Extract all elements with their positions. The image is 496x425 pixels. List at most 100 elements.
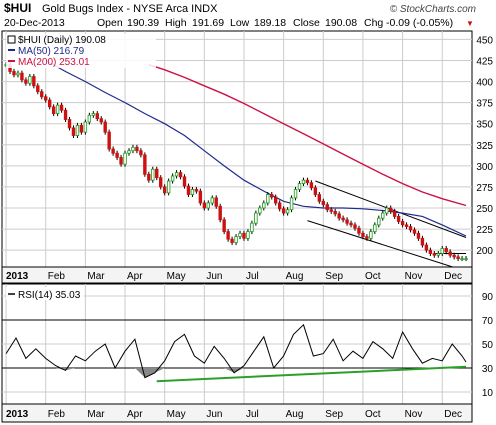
price-bar-body [452, 254, 456, 258]
month-tick: Jul [246, 409, 259, 420]
price-bar-body [67, 119, 72, 129]
price-y-tick: 250 [476, 204, 493, 215]
price-bar-body [234, 236, 238, 243]
rsi-legend: RSI(14) 35.03 [18, 290, 81, 301]
low-label: Low [230, 17, 250, 29]
price-bar-body [432, 253, 437, 256]
open-value: 190.39 [127, 17, 159, 29]
price-bar-body [186, 185, 191, 195]
price-bar-body [377, 217, 381, 226]
price-bar-body [305, 179, 310, 184]
month-tick: Oct [365, 409, 381, 420]
month-tick: 2013 [6, 409, 29, 420]
month-tick: Aug [286, 409, 304, 420]
price-bar-body [460, 258, 464, 260]
price-legend-icon [7, 35, 16, 44]
price-y-tick: 375 [476, 99, 493, 110]
ma50-line [45, 59, 467, 237]
price-y-tick: 325 [476, 141, 493, 152]
price-bar-body [369, 231, 373, 239]
price-bar-body [44, 96, 48, 101]
price-bar-body [143, 154, 147, 175]
price-bar-body [242, 232, 246, 239]
month-tick: Aug [286, 271, 304, 282]
price-bar-body [226, 231, 230, 240]
price-bar-body [182, 176, 187, 187]
month-tick: Feb [48, 409, 66, 420]
chg-value: -0.09 (-0.05%) [386, 17, 453, 29]
price-bar-body [155, 168, 159, 179]
price-bar-body [190, 189, 195, 195]
price-bar-body [266, 194, 270, 204]
price-bar-body [123, 152, 127, 165]
price-bar-body [20, 72, 24, 81]
price-bar-body [385, 207, 389, 214]
close-label: Close [293, 17, 320, 29]
price-y-tick: 225 [476, 225, 493, 236]
price-bar-body [24, 79, 28, 84]
price-bar-body [63, 109, 68, 120]
price-bar-body [87, 114, 92, 123]
price-bar-body [254, 212, 258, 224]
channel-trendline [307, 220, 467, 272]
price-bar-body [345, 219, 349, 224]
price-bar-body [95, 113, 99, 120]
price-bar-body [293, 189, 298, 199]
price-bar-body [71, 127, 76, 136]
price-bar-body [297, 183, 302, 190]
price-y-tick: 350 [476, 120, 493, 131]
price-bar-body [166, 180, 171, 194]
month-tick: Mar [87, 409, 105, 420]
price-bar-body [400, 221, 405, 226]
price-bar-body [55, 104, 60, 114]
symbol: $HUI [4, 1, 31, 15]
index-name: Gold Bugs Index - NYSE Arca INDX [42, 3, 218, 15]
rsi-oversold-fill [6, 368, 466, 378]
price-bar-body [270, 194, 274, 198]
price-bar-body [107, 131, 111, 150]
price-y-tick: 300 [476, 162, 493, 173]
price-bar-body [194, 189, 199, 192]
price-bar-body [416, 232, 421, 239]
month-tick: Jul [246, 271, 259, 282]
rsi-y-tick: 90 [482, 292, 494, 303]
rsi-y-axis: 10 30 50 70 90 [482, 292, 494, 399]
price-bar-body [313, 187, 318, 195]
month-tick: Sep [325, 409, 343, 420]
price-bar-body [162, 186, 167, 194]
price-bar-body [396, 216, 401, 222]
price-bar-body [448, 251, 452, 256]
price-bar-body [40, 91, 44, 98]
price-bar-body [28, 76, 32, 84]
price-bar-body [75, 125, 80, 136]
month-tick: Apr [127, 409, 143, 420]
price-bar-body [440, 248, 444, 254]
price-bar-body [131, 146, 135, 152]
price-bar-body [357, 227, 361, 234]
price-bar-body [361, 232, 365, 238]
price-bar-body [238, 232, 242, 238]
price-bar-body [147, 173, 151, 181]
price-bar-body [83, 121, 88, 133]
month-tick: Nov [405, 271, 423, 282]
month-tick: Nov [405, 409, 423, 420]
price-bar-body [436, 253, 440, 256]
price-bar-body [381, 212, 385, 219]
chg-label: Chg [364, 17, 383, 29]
price-panel: 200 225 250 275 300 325 350 375 400 425 450 $HUI (… [1, 30, 493, 272]
price-bar-body [198, 190, 203, 204]
rsi-y-tick: 10 [482, 388, 494, 399]
price-bar-body [258, 207, 262, 214]
price-bar-body [392, 210, 397, 217]
rsi-legend-box [6, 287, 84, 300]
month-tick: May [167, 271, 186, 282]
price-bar-body [230, 238, 234, 243]
price-bar-body [99, 118, 103, 123]
month-tick: Oct [365, 271, 381, 282]
month-tick: Feb [48, 271, 66, 282]
price-bar-body [444, 248, 448, 253]
price-bar-body [135, 146, 139, 152]
legend-box [6, 34, 156, 68]
price-bar-body [277, 202, 282, 210]
